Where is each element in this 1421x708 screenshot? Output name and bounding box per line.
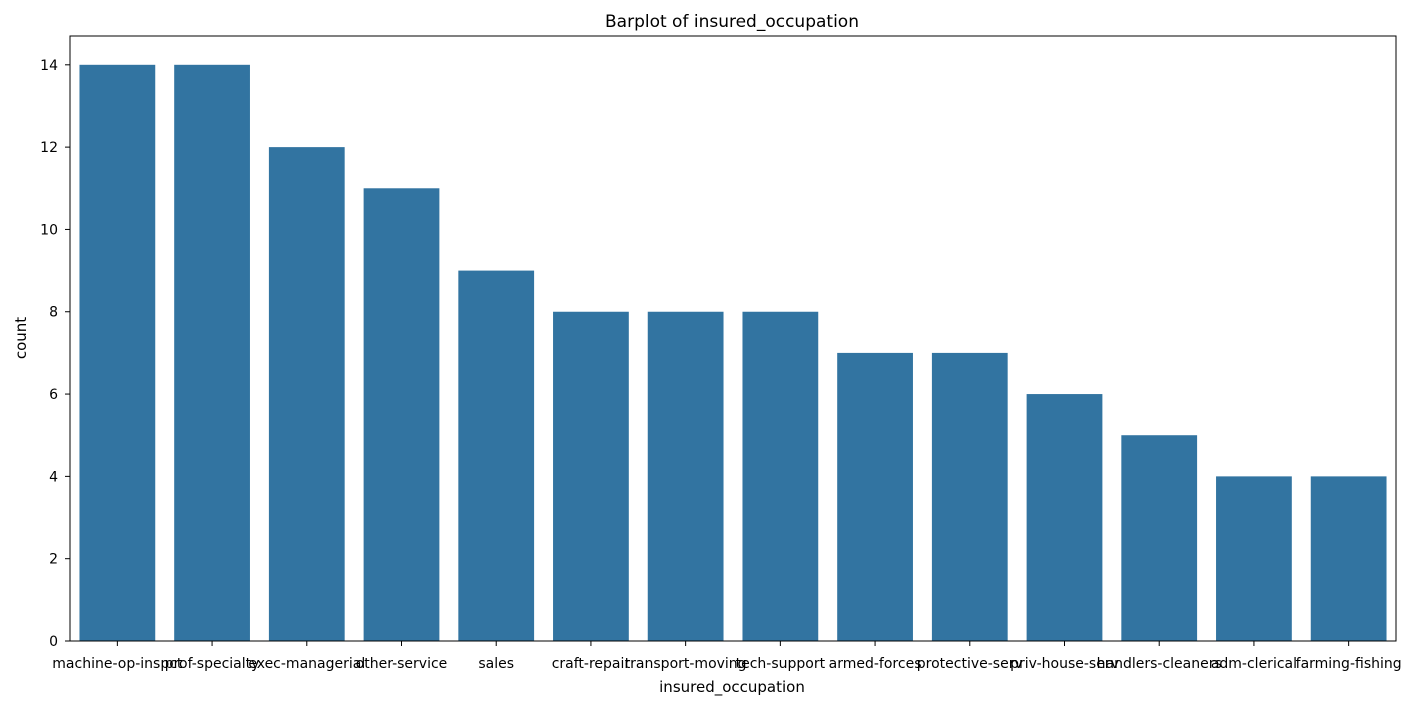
x-axis-label: insured_occupation xyxy=(659,678,805,697)
x-tick-label: adm-clerical xyxy=(1211,656,1297,672)
x-tick-label: armed-forces xyxy=(829,656,922,672)
bar-protective-serv xyxy=(931,352,1008,641)
x-tick-label: protective-serv xyxy=(917,656,1023,672)
y-tick-label: 6 xyxy=(49,387,58,403)
y-tick-label: 10 xyxy=(40,222,58,238)
bar-priv-house-serv xyxy=(1026,394,1103,641)
y-tick-label: 12 xyxy=(40,140,58,156)
bar-armed-forces xyxy=(837,352,913,641)
x-tick-label: priv-house-serv xyxy=(1010,656,1119,672)
bar-farming-fishing xyxy=(1310,476,1387,641)
y-axis: 0 2 4 6 8 10 12 14 xyxy=(40,58,70,650)
bar-tech-support xyxy=(742,311,819,641)
x-tick-label: exec-managerial xyxy=(248,656,365,672)
bar-sales xyxy=(458,270,535,641)
y-tick-label: 8 xyxy=(49,305,58,321)
x-tick-label: machine-op-inspct xyxy=(52,656,183,672)
y-tick-label: 4 xyxy=(49,469,58,485)
y-axis-label: count xyxy=(12,317,30,359)
x-tick-label: craft-repair xyxy=(552,656,631,672)
x-tick-label: other-service xyxy=(356,656,448,672)
plot-frame xyxy=(69,35,1397,642)
x-tick-label: handlers-cleaners xyxy=(1097,656,1222,672)
bar-craft-repair xyxy=(553,311,629,641)
x-tick-label: tech-support xyxy=(736,656,826,672)
x-tick-label: transport-moving xyxy=(625,656,747,672)
bar-handlers-cleaners xyxy=(1121,435,1198,641)
x-tick-label: prof-specialty xyxy=(165,656,260,672)
x-tick-label: sales xyxy=(478,656,514,672)
bar-exec-managerial xyxy=(268,147,345,642)
bars-group xyxy=(79,64,1387,642)
y-tick-label: 2 xyxy=(49,552,58,568)
bar-adm-clerical xyxy=(1216,476,1292,641)
y-tick-label: 14 xyxy=(40,58,58,74)
bar-other-service xyxy=(363,188,440,641)
bar-machine-op-inspct xyxy=(79,64,156,642)
y-tick-label: 0 xyxy=(49,634,58,650)
bar-transport-moving xyxy=(647,311,724,641)
x-tick-label: farming-fishing xyxy=(1296,656,1402,672)
chart-title: Barplot of insured_occupation xyxy=(605,12,859,32)
x-axis: machine-op-inspctprof-specialtyexec-mana… xyxy=(52,641,1402,672)
bar-prof-specialty xyxy=(174,64,250,642)
